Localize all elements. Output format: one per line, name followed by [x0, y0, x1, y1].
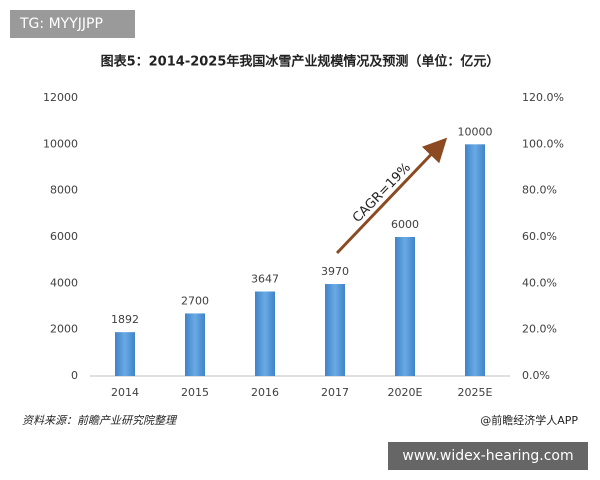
y2-tick-label: 80.0%: [522, 184, 557, 197]
y-tick-label: 0: [71, 369, 78, 382]
watermark: www.widex-hearing.com: [402, 448, 573, 464]
value-label: 1892: [111, 313, 139, 326]
bar: [115, 332, 135, 376]
x-tick-label: 2016: [251, 386, 279, 399]
x-tick-label: 2015: [181, 386, 209, 399]
watermark-bg: [388, 442, 588, 470]
x-tick-label: 2025E: [458, 386, 493, 399]
y2-tick-label: 40.0%: [522, 276, 557, 289]
y-tick-label: 10000: [43, 137, 78, 150]
bar: [185, 313, 205, 376]
y-tick-label: 4000: [50, 276, 78, 289]
y-tick-label: 12000: [43, 91, 78, 104]
y2-tick-label: 60.0%: [522, 230, 557, 243]
x-tick-label: 2017: [321, 386, 349, 399]
y2-tick-label: 0.0%: [522, 369, 550, 382]
value-label: 3970: [321, 265, 349, 278]
value-label: 10000: [458, 125, 493, 138]
bar: [395, 237, 415, 376]
credit: @前瞻经济学人APP: [480, 413, 578, 427]
y-tick-label: 6000: [50, 230, 78, 243]
value-label: 3647: [251, 273, 279, 286]
y-tick-label: 8000: [50, 184, 78, 197]
value-label: 2700: [181, 294, 209, 307]
value-label: 6000: [391, 218, 419, 231]
badge: TG: MYYJJPP: [19, 16, 103, 32]
arrow: [335, 137, 448, 255]
bar: [465, 144, 485, 376]
y2-tick-label: 120.0%: [522, 91, 564, 104]
annotation: CAGR=19%: [350, 160, 414, 226]
y2-tick-label: 20.0%: [522, 323, 557, 336]
chart-title: 图表5：2014-2025年我国冰雪产业规模情况及预测（单位：亿元）: [101, 54, 500, 70]
x-tick-label: 2020E: [388, 386, 423, 399]
source: 资料来源：前瞻产业研究院整理: [22, 414, 178, 427]
badge-bg: [10, 10, 135, 38]
bar: [325, 284, 345, 376]
x-tick-label: 2014: [111, 386, 139, 399]
bar: [255, 291, 275, 376]
y-tick-label: 2000: [50, 323, 78, 336]
y2-tick-label: 100.0%: [522, 137, 564, 150]
